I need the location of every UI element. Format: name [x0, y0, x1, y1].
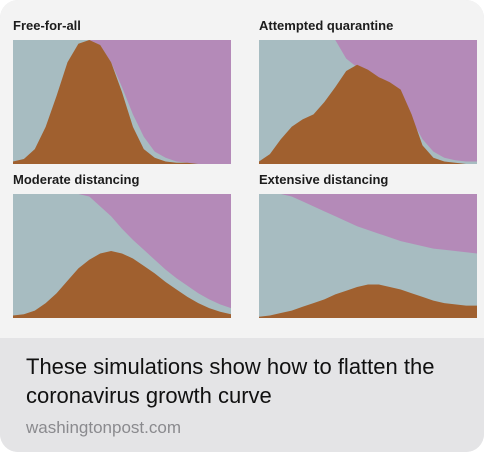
preview-image[interactable]: Free-for-all Attempted quarantine Modera… [0, 0, 484, 338]
source-domain: washingtonpost.com [26, 418, 181, 437]
article-headline[interactable]: These simulations show how to flatten th… [26, 354, 435, 408]
panel-title: Extensive distancing [259, 172, 389, 187]
panel-title: Free-for-all [13, 18, 81, 33]
area-chart-free-for-all [13, 40, 231, 164]
area-chart-attempted-quarantine [259, 40, 477, 164]
area-chart-extensive-distancing [259, 194, 477, 318]
panel-moderate-distancing: Moderate distancing [13, 172, 231, 318]
healthy-area [259, 194, 477, 318]
panel-title: Attempted quarantine [259, 18, 394, 33]
sick-area [259, 284, 477, 318]
panel-extensive-distancing: Extensive distancing [259, 172, 477, 318]
sick-area [13, 40, 231, 164]
link-caption[interactable]: These simulations show how to flatten th… [0, 338, 484, 452]
panel-title: Moderate distancing [13, 172, 140, 187]
sick-area [13, 251, 231, 318]
panel-attempted-quarantine: Attempted quarantine [259, 18, 477, 164]
panel-free-for-all: Free-for-all [13, 18, 231, 164]
sick-area [259, 64, 477, 164]
area-chart-moderate-distancing [13, 194, 231, 318]
